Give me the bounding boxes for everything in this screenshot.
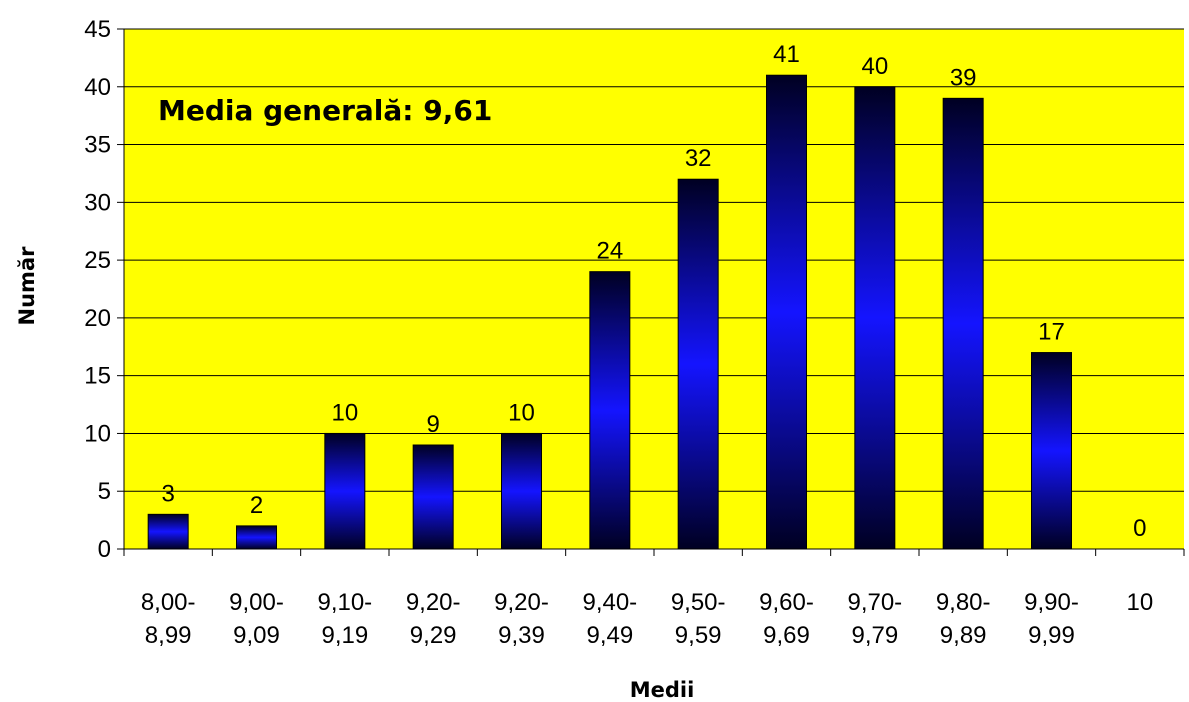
x-tick-label: 9,80-9,89 <box>936 589 991 649</box>
data-label: 0 <box>1133 515 1146 542</box>
bar <box>766 74 807 550</box>
bar <box>501 432 542 550</box>
x-tick-label: 9,40-9,49 <box>582 589 637 649</box>
y-tick-label: 10 <box>84 420 111 447</box>
x-axis-title: Medii <box>630 678 695 702</box>
bar <box>324 432 366 550</box>
bars <box>147 74 1072 550</box>
x-tick-label: 9,10-9,19 <box>317 589 372 649</box>
y-tick-label: 45 <box>84 16 111 43</box>
bar <box>854 86 896 550</box>
bar <box>236 525 277 550</box>
y-tick-label: 30 <box>84 189 111 216</box>
x-tick-label: 8,00-8,99 <box>141 589 196 649</box>
x-tick-label: 9,90-9,99 <box>1024 589 1079 649</box>
data-label: 3 <box>161 480 174 507</box>
x-tick-label: 9,70-9,79 <box>847 589 902 649</box>
data-label: 32 <box>685 145 712 172</box>
data-label: 39 <box>950 64 977 91</box>
y-tick-labels: 0 5 10 15 20 25 30 35 40 45 <box>84 16 111 563</box>
data-label: 41 <box>773 41 800 68</box>
data-label: 17 <box>1038 319 1065 346</box>
y-tick-label: 0 <box>98 536 111 563</box>
bar <box>942 97 984 550</box>
bar <box>1031 352 1072 550</box>
data-label: 24 <box>596 238 623 265</box>
data-label: 9 <box>426 411 439 438</box>
x-tick-labels: 8,00-8,99 9,00-9,09 9,10-9,19 9,20-9,29 9,20… <box>141 589 1153 649</box>
x-tick-label: 9,00-9,09 <box>229 589 284 649</box>
axes <box>117 28 1185 556</box>
y-tick-label: 5 <box>98 478 111 505</box>
plot-area <box>124 29 1184 549</box>
bar <box>147 513 189 550</box>
data-label: 2 <box>250 492 263 519</box>
y-tick-label: 35 <box>84 132 111 159</box>
x-tick-label: 9,20-9,39 <box>494 589 549 649</box>
bar <box>589 271 631 550</box>
data-label: 10 <box>331 399 358 426</box>
data-label: 40 <box>861 53 888 80</box>
y-tick-label: 15 <box>84 363 111 390</box>
bar <box>677 178 719 550</box>
y-tick-label: 25 <box>84 247 111 274</box>
gridlines <box>124 28 1184 492</box>
bar <box>412 444 454 550</box>
mean-annotation: Media generală: 9,61 <box>158 94 492 127</box>
x-tick-label: 10 <box>1126 589 1153 616</box>
x-tick-label: 9,50-9,59 <box>671 589 726 649</box>
y-axis-title: Număr <box>15 246 39 326</box>
x-tick-label: 9,20-9,29 <box>406 589 461 649</box>
y-tick-label: 20 <box>84 305 111 332</box>
y-tick-label: 40 <box>84 74 111 101</box>
data-label: 10 <box>508 399 535 426</box>
x-tick-label: 9,60-9,69 <box>759 589 814 649</box>
